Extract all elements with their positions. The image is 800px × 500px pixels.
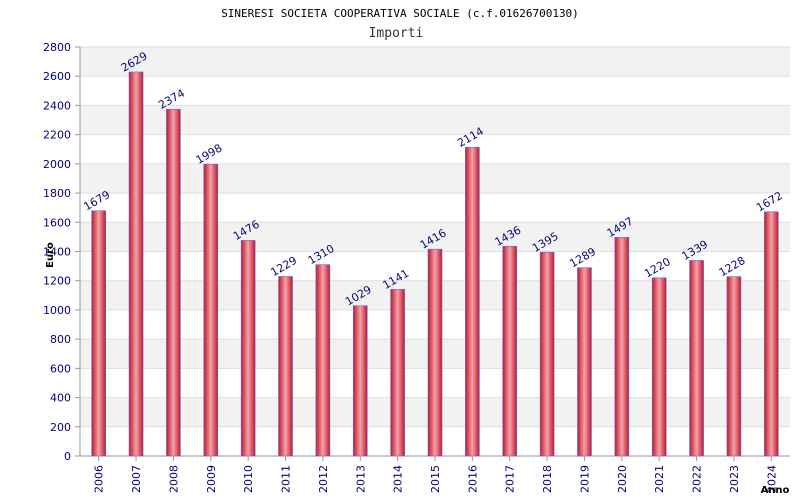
bar-2008 — [166, 108, 181, 457]
x-tick-label: 2007 — [130, 465, 143, 493]
y-tick-label: 2600 — [43, 70, 71, 83]
bar-2014 — [390, 289, 405, 457]
y-tick-label: 0 — [64, 450, 71, 463]
x-tick-label: 2017 — [504, 465, 517, 493]
bar-2020 — [614, 237, 630, 457]
x-tick-label: 2024 — [765, 465, 778, 493]
x-tick-label: 2018 — [541, 465, 554, 493]
bar-2019 — [577, 267, 592, 457]
value-label-2009: 1998 — [194, 141, 225, 166]
bar-2010 — [240, 240, 256, 457]
y-tick-label: 200 — [50, 421, 71, 434]
bar-2012 — [315, 264, 331, 457]
bar-2018 — [539, 251, 555, 457]
y-tick-label: 1800 — [43, 187, 71, 200]
x-axis-label: Anno — [761, 485, 790, 496]
background-band — [80, 47, 790, 77]
bar-2017 — [502, 245, 518, 457]
y-tick-label: 800 — [50, 333, 71, 346]
x-axis-ticks: 2006 2007 2008 2009 2010 2011 2012 2013 2014 2015… — [93, 456, 778, 493]
x-tick-label: 2016 — [466, 465, 479, 493]
y-tick-label: 1200 — [43, 275, 71, 288]
y-tick-label: 400 — [50, 392, 71, 405]
x-tick-label: 2009 — [205, 465, 218, 493]
y-tick-label: 600 — [50, 362, 71, 375]
bar-2009 — [203, 163, 219, 457]
y-tick-label: 1600 — [43, 216, 71, 229]
chart-title: SINERESI SOCIETA COOPERATIVA SOCIALE (c.… — [221, 7, 579, 20]
y-axis-ticks: 0 200 400 600 800 1000 1200 1400 1600 1800 2000 220… — [43, 41, 80, 463]
background-band — [80, 222, 790, 252]
y-tick-label: 2000 — [43, 158, 71, 171]
value-label-2021: 1220 — [642, 255, 673, 280]
x-tick-label: 2006 — [93, 465, 106, 493]
bar-2016 — [465, 146, 480, 457]
bar-2006 — [91, 210, 106, 457]
x-tick-label: 2023 — [728, 465, 741, 493]
y-axis-label: Euro — [45, 242, 56, 268]
y-tick-label: 2400 — [43, 99, 71, 112]
x-tick-label: 2019 — [578, 465, 591, 493]
bars — [91, 71, 779, 457]
x-tick-label: 2013 — [354, 465, 367, 493]
x-tick-label: 2022 — [691, 465, 704, 493]
background-band — [80, 105, 790, 135]
x-tick-label: 2014 — [392, 465, 405, 493]
x-tick-label: 2020 — [616, 465, 629, 493]
plot-background-bands — [80, 47, 790, 427]
bar-2015 — [427, 248, 443, 457]
bar-2021 — [651, 277, 667, 457]
bar-2024 — [764, 211, 779, 457]
bar-2022 — [689, 260, 704, 457]
bar-2007 — [128, 71, 144, 457]
x-tick-label: 2015 — [429, 465, 442, 493]
y-tick-label: 2800 — [43, 41, 71, 54]
bar-2013 — [352, 305, 368, 457]
value-label-2011: 1229 — [268, 254, 299, 279]
x-tick-label: 2021 — [653, 465, 666, 493]
value-label-2023: 1228 — [717, 254, 748, 279]
y-tick-label: 1000 — [43, 304, 71, 317]
y-tick-label: 1400 — [43, 246, 71, 259]
x-tick-label: 2011 — [280, 465, 293, 493]
x-tick-label: 2010 — [242, 465, 255, 493]
x-tick-label: 2008 — [167, 465, 180, 493]
background-band — [80, 163, 790, 194]
bar-2011 — [278, 276, 293, 457]
chart-subtitle: Importi — [369, 26, 424, 41]
bar-2023 — [726, 276, 742, 457]
x-tick-label: 2012 — [317, 465, 330, 493]
y-tick-label: 2200 — [43, 129, 71, 142]
